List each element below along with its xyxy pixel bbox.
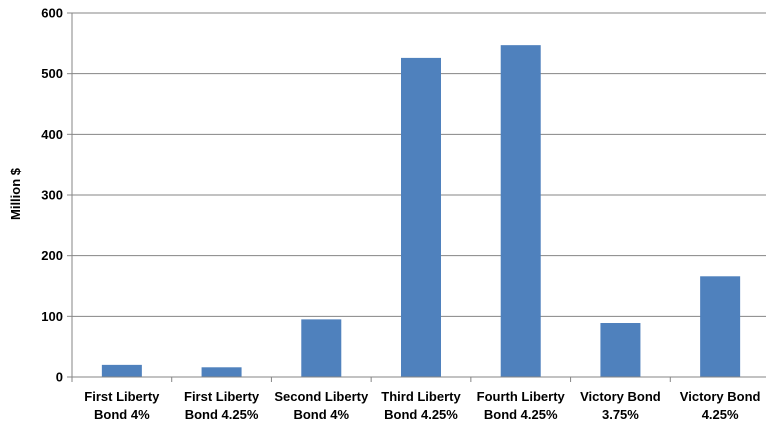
x-tick-label: Victory Bond 3.75%: [580, 389, 661, 422]
bar: [600, 323, 641, 377]
y-tick-label: 500: [41, 66, 63, 81]
x-tick-label: First Liberty Bond 4.25%: [184, 389, 260, 422]
x-tick-label: Victory Bond 4.25%: [680, 389, 761, 422]
y-axis-title: Million $: [8, 167, 23, 220]
y-axis: 0 100 200 300 400 500 600: [41, 6, 73, 385]
x-axis: First Liberty Bond 4% First Liberty Bond 4.…: [71, 376, 766, 422]
y-tick-label: 400: [41, 127, 63, 142]
x-tick-label-line: Victory Bond: [580, 389, 661, 404]
y-tick-label: 0: [56, 370, 63, 385]
y-tick-label: 100: [41, 309, 63, 324]
bar: [700, 276, 741, 377]
x-tick-label-line: 4.25%: [702, 407, 739, 422]
bar: [500, 45, 541, 378]
bar: [301, 319, 342, 377]
x-tick-label-line: First Liberty: [184, 389, 260, 404]
x-tick-label: Fourth Liberty Bond 4.25%: [477, 389, 566, 422]
y-tick-label: 200: [41, 248, 63, 263]
x-tick-label-line: Bond 4.25%: [484, 407, 558, 422]
bar: [101, 364, 142, 377]
bar: [401, 57, 441, 377]
x-tick-label-line: Victory Bond: [680, 389, 761, 404]
y-tick-label: 600: [41, 6, 63, 21]
y-tick-label: 300: [41, 188, 63, 203]
x-tick-label: Third Liberty Bond 4.25%: [381, 389, 461, 422]
x-tick-label-line: 3.75%: [602, 407, 639, 422]
x-tick-label-line: Third Liberty: [381, 389, 461, 404]
x-tick-label-line: Bond 4%: [293, 407, 349, 422]
x-tick-label-line: Bond 4.25%: [384, 407, 458, 422]
x-tick-label: First Liberty Bond 4%: [84, 389, 160, 422]
x-tick-label-line: Second Liberty: [274, 389, 369, 404]
bars: [101, 45, 741, 378]
x-tick-label-line: First Liberty: [84, 389, 160, 404]
bar: [201, 367, 242, 377]
x-tick-label-line: Bond 4.25%: [185, 407, 259, 422]
x-tick-label-line: Bond 4%: [94, 407, 150, 422]
x-tick-label-line: Fourth Liberty: [477, 389, 566, 404]
x-tick-label: Second Liberty Bond 4%: [274, 389, 369, 422]
